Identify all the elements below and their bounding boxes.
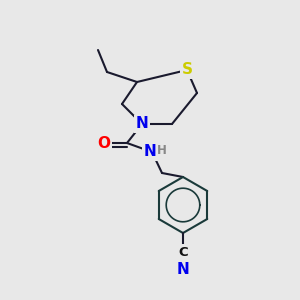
Text: H: H xyxy=(157,143,167,157)
Text: N: N xyxy=(136,116,148,131)
Text: C: C xyxy=(178,245,188,259)
Text: O: O xyxy=(98,136,110,151)
Text: S: S xyxy=(182,62,193,77)
Text: N: N xyxy=(177,262,189,277)
Text: N: N xyxy=(144,145,156,160)
